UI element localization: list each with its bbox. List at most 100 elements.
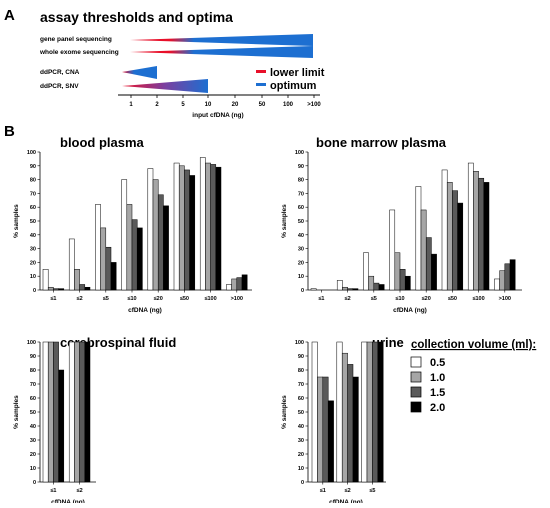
- bar-0-5ml: [68, 238, 75, 291]
- bar-1-0ml: [499, 270, 506, 291]
- bar-1-5ml: [79, 341, 86, 483]
- y-axis-label: % samples: [281, 204, 288, 238]
- x-tick-label: ≤10: [395, 296, 404, 302]
- y-tick-label: 0: [33, 480, 36, 486]
- bar-2-0ml: [58, 288, 65, 291]
- bar-1-0ml: [394, 252, 401, 291]
- y-tick-label: 90: [30, 354, 36, 360]
- y-tick-label: 70: [298, 191, 304, 197]
- collection-volume-legend: collection volume (ml): 0.5 1.0 1.5 2.0: [410, 339, 536, 414]
- y-axis-label: % samples: [13, 204, 20, 238]
- y-tick-label: 20: [30, 260, 36, 266]
- x-tick-label: ≤100: [204, 296, 216, 302]
- bar-1-0ml: [368, 275, 375, 291]
- y-tick-label: 10: [298, 466, 304, 472]
- assay-label-whole-exome: whole exome sequencing: [39, 49, 119, 56]
- panel-a-label: A: [4, 7, 15, 24]
- bar-1-0ml: [446, 182, 453, 291]
- y-axis-label: % samples: [281, 395, 288, 429]
- x-axis-label: cfDNA (ng): [128, 307, 162, 314]
- bar-2-0ml: [327, 400, 334, 483]
- bar-1-5ml: [399, 269, 406, 291]
- bar-1-5ml: [105, 246, 112, 291]
- bar-2-0ml: [404, 275, 411, 291]
- x-tick-label: ≤50: [180, 296, 189, 302]
- assay-label-ddpcr-snv: ddPCR, SNV: [40, 83, 79, 90]
- bar-1-5ml: [452, 190, 458, 291]
- panel-a-tick-label: 5: [181, 102, 185, 108]
- bar-0-5ml: [147, 168, 154, 291]
- y-tick-label: 80: [298, 178, 304, 184]
- bar-0-5ml: [121, 179, 128, 291]
- y-tick-label: 40: [30, 424, 36, 430]
- y-axis-label: % samples: [13, 395, 20, 429]
- chart-title: blood plasma: [60, 135, 145, 150]
- bar-2-0ml: [457, 202, 464, 291]
- bar-2-0ml: [352, 288, 359, 291]
- panel-a-assay-ranges: assay thresholds and optima gene panel s…: [39, 9, 325, 119]
- bar-1-5ml: [347, 288, 354, 291]
- x-tick-label: ≤50: [448, 296, 457, 302]
- panel-a-tick-label: 2: [155, 102, 159, 108]
- y-tick-label: 40: [30, 233, 36, 239]
- bar-0-5ml: [95, 204, 101, 291]
- panel-a-tick-label: 20: [232, 102, 239, 108]
- bar-1-0ml: [47, 286, 54, 291]
- x-axis-label: cfDNA (ng): [393, 307, 427, 314]
- legend-item-label: 2.0: [430, 402, 445, 414]
- y-tick-label: 100: [27, 340, 36, 346]
- bar-1-0ml: [152, 179, 159, 291]
- bar-2-0ml: [58, 369, 65, 483]
- y-tick-label: 100: [27, 150, 36, 156]
- y-tick-label: 90: [30, 164, 36, 170]
- x-tick-label: ≤1: [50, 296, 56, 302]
- bar-0-5ml: [467, 162, 474, 291]
- bar-0-5ml: [336, 341, 343, 483]
- bar-2-0ml: [509, 259, 516, 291]
- legend-swatch-1-0ml: [410, 371, 422, 383]
- bar-1-5ml: [236, 277, 243, 291]
- legend-item-label: 1.5: [430, 387, 445, 399]
- x-tick-label: ≤2: [77, 296, 83, 302]
- y-tick-label: 10: [30, 466, 36, 472]
- bar-1-5ml: [425, 237, 432, 291]
- bar-1-5ml: [504, 263, 511, 291]
- panel-a-x-ticks: 1 2 5 10 20 50 100 >100: [129, 95, 321, 108]
- bar-0-5ml: [42, 269, 49, 291]
- legend-label-optimum: optimum: [270, 80, 317, 92]
- bar-1-0ml: [231, 278, 238, 291]
- assay-range-whole-exome: [130, 46, 313, 58]
- bar-1-5ml: [372, 341, 379, 483]
- x-tick-label: ≤100: [472, 296, 484, 302]
- bar-2-0ml: [431, 253, 437, 291]
- y-tick-label: 10: [30, 274, 36, 280]
- y-tick-label: 0: [301, 288, 304, 294]
- x-tick-label: ≤5: [103, 296, 109, 302]
- bar-1-5ml: [210, 164, 217, 291]
- bar-2-0ml: [352, 376, 359, 483]
- bar-1-0ml: [366, 341, 373, 483]
- assay-range-ddpcr-cna: [122, 66, 157, 79]
- y-tick-label: 80: [30, 178, 36, 184]
- legend-swatch-optimum: [256, 83, 266, 86]
- bar-0-5ml: [310, 288, 317, 291]
- y-tick-label: 70: [30, 191, 36, 197]
- bar-1-0ml: [74, 269, 80, 291]
- bar-1-5ml: [131, 219, 138, 291]
- legend-swatch-1-5ml: [410, 386, 422, 398]
- bar-0-5ml: [441, 169, 448, 291]
- bar-2-0ml: [377, 341, 384, 483]
- bar-1-0ml: [342, 286, 348, 291]
- y-tick-label: 30: [30, 438, 36, 444]
- y-tick-label: 20: [298, 452, 304, 458]
- bar-1-0ml: [47, 341, 54, 483]
- bar-1-0ml: [420, 209, 427, 291]
- chart-title: bone marrow plasma: [316, 135, 447, 150]
- bar-1-0ml: [74, 341, 80, 483]
- bar-0-5ml: [226, 284, 232, 291]
- panel-b-label: B: [4, 123, 15, 140]
- y-tick-label: 60: [298, 205, 304, 211]
